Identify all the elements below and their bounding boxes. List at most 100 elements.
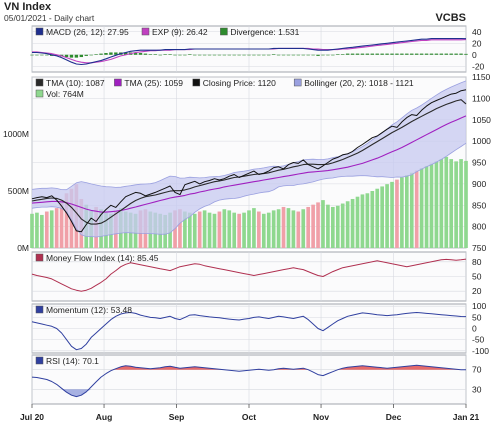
rsi-tick-0: 70 — [472, 365, 482, 375]
divergence-bar — [276, 54, 281, 56]
volume-bar — [316, 202, 320, 248]
x-tick-5: Dec — [386, 412, 402, 422]
rsi-legend-swatch-0 — [35, 356, 44, 365]
price-legend-label-3: Bollinger (20, 2): 1018 - 1121 — [304, 78, 414, 88]
x-tick-3: Oct — [242, 412, 256, 422]
volume-bar — [385, 184, 389, 248]
volume-bar — [395, 179, 399, 248]
volume-bar — [183, 211, 187, 248]
divergence-bar — [331, 54, 335, 56]
divergence-bar — [163, 54, 167, 55]
divergence-bar — [419, 53, 424, 55]
volume-bar — [40, 214, 44, 248]
price-legend-label-1: TMA (25): 1059 — [124, 78, 183, 88]
divergence-bar — [464, 53, 468, 55]
divergence-bar — [370, 53, 375, 55]
macd-legend-swatch-0 — [35, 27, 44, 36]
volume-legend-label-0: Vol: 764M — [46, 89, 84, 99]
volume-bar — [355, 196, 360, 248]
volume-bar — [331, 206, 335, 248]
volume-bar — [266, 212, 271, 248]
divergence-bar — [104, 53, 108, 55]
divergence-bar — [69, 54, 74, 58]
divergence-bar — [183, 54, 187, 56]
divergence-bar — [365, 53, 370, 55]
divergence-bar — [434, 53, 439, 55]
divergence-bar — [84, 54, 88, 56]
volume-bar — [64, 193, 69, 248]
volume-bar — [281, 206, 286, 248]
mfi-tick-1: 50 — [472, 272, 482, 282]
divergence-bar — [237, 54, 241, 56]
divergence-bar — [153, 54, 158, 55]
divergence-bar — [360, 53, 365, 55]
volume-legend-swatch-0 — [35, 89, 44, 98]
macd-tick-2: 0 — [472, 50, 477, 60]
volume-bar — [59, 200, 64, 248]
price-tick-6: 850 — [472, 200, 486, 210]
divergence-bar — [197, 54, 202, 56]
volume-bar — [178, 209, 182, 248]
divergence-bar — [143, 53, 148, 55]
price-legend-swatch-3 — [293, 78, 302, 87]
volume-bar — [301, 209, 306, 248]
price-tick-1: 1100 — [472, 93, 491, 103]
momentum-tick-0: 100 — [472, 301, 486, 311]
volume-bar — [414, 170, 419, 248]
macd-legend-swatch-2 — [220, 27, 228, 36]
divergence-bar — [390, 53, 394, 55]
volume-bar — [449, 159, 454, 248]
volume-bar — [350, 198, 355, 248]
macd-line — [32, 38, 467, 66]
divergence-bar — [222, 54, 227, 56]
bollinger-upper-line — [31, 80, 467, 191]
divergence-bar — [262, 54, 266, 56]
divergence-bar — [395, 53, 399, 55]
mfi-line — [31, 258, 467, 292]
divergence-bar — [188, 54, 192, 55]
mfi-legend-label-0: Money Flow Index (14): 85.45 — [46, 253, 159, 263]
source-label: VCBS — [435, 12, 466, 24]
divergence-bar — [345, 53, 350, 55]
divergence-bar — [410, 53, 414, 55]
volume-bar — [419, 168, 424, 248]
divergence-bar — [168, 54, 172, 55]
volume-tick-1: 500M — [8, 186, 29, 196]
divergence-bar — [109, 52, 113, 55]
divergence-bar — [40, 54, 44, 56]
divergence-bar — [454, 53, 458, 55]
divergence-bar — [217, 54, 222, 56]
volume-bar — [365, 193, 370, 248]
chart-title: VN Index — [4, 1, 52, 13]
volume-bar — [404, 175, 409, 248]
macd-tick-1: 20 — [472, 38, 482, 48]
volume-bar — [242, 212, 246, 248]
volume-bar — [232, 212, 237, 248]
volume-bar — [247, 210, 251, 248]
divergence-bar — [281, 54, 286, 56]
volume-bar — [237, 213, 241, 248]
macd-tick-3: -20 — [472, 61, 485, 71]
momentum-legend-label-0: Momentum (12): 53.48 — [46, 305, 132, 315]
divergence-bar — [311, 54, 315, 56]
rsi-legend-label-0: RSI (14): 70.1 — [46, 356, 99, 366]
momentum-legend-swatch-0 — [35, 305, 44, 314]
volume-bar — [212, 213, 217, 248]
divergence-bar — [429, 53, 434, 55]
divergence-bar — [212, 54, 217, 56]
tma25-line — [31, 115, 467, 213]
divergence-bar — [133, 53, 138, 55]
volume-bar — [370, 191, 375, 248]
volume-bar — [286, 208, 291, 248]
divergence-bar — [296, 54, 301, 56]
volume-bar — [306, 206, 311, 248]
divergence-bar — [252, 54, 256, 56]
divergence-bar — [350, 53, 355, 55]
macd-tick-0: 40 — [472, 27, 482, 37]
divergence-bar — [148, 54, 153, 55]
price-tick-4: 950 — [472, 158, 486, 168]
volume-bar — [197, 211, 202, 248]
volume-bar — [335, 205, 340, 248]
divergence-bar — [444, 53, 448, 55]
volume-tick-2: 0M — [17, 243, 29, 253]
